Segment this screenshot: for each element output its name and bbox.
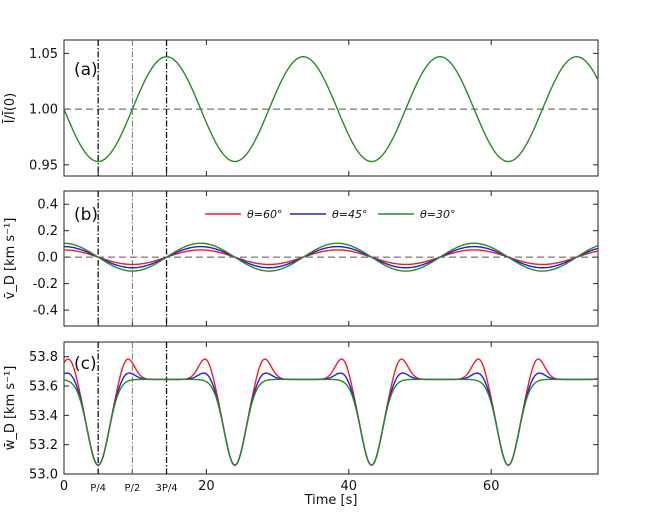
y-tick-label: -0.2 — [33, 277, 58, 292]
y-tick-label: 53.0 — [29, 468, 58, 483]
period-tick-label: P/2 — [124, 483, 140, 494]
x-tick-label: 60 — [483, 479, 500, 494]
y-tick-label: 0.0 — [37, 251, 58, 266]
panel-a: 0.95 1.00 1.05 (a) Ī/Ī(0) — [3, 39, 599, 177]
plot-frame — [63, 190, 599, 327]
series-line--30- — [63, 242, 599, 272]
y-tick-label: 53.4 — [29, 409, 58, 424]
plot-frame — [63, 341, 599, 475]
plot-frame — [63, 39, 599, 177]
legend-label: θ=60° — [247, 208, 282, 221]
panel-b: 0.40.20.0-0.2-0.4(b)v̄_D [km s⁻¹]θ=60° θ=… — [3, 190, 599, 327]
y-tick-label: 0.4 — [37, 198, 58, 213]
panel-letter: (b) — [74, 205, 98, 225]
period-tick-label: 3P/4 — [155, 483, 177, 494]
panel-letter: (a) — [74, 60, 98, 80]
series-line-all- — [63, 56, 599, 163]
legend-label: θ=30° — [420, 208, 455, 221]
panel-c: 53.8 53.6 53.4 53.2 53.0 (c) w̄_D [km s⁻¹] — [3, 341, 599, 483]
y-tick-label: 53.2 — [29, 438, 58, 453]
legend: θ=60° θ=45° θ=30° — [205, 208, 455, 221]
x-tick-label: 20 — [198, 479, 215, 494]
x-tick-label: 40 — [341, 479, 358, 494]
y-tick-label: 0.95 — [29, 158, 58, 173]
period-tick-label: P/4 — [90, 483, 106, 494]
y-tick-label: 0.2 — [37, 224, 58, 239]
series-line--30- — [63, 378, 598, 466]
x-axis-label: Time [s] — [304, 493, 358, 508]
series-line--45- — [63, 372, 599, 466]
y-axis-label: w̄_D [km s⁻¹] — [3, 366, 18, 451]
legend-label: θ=45° — [332, 208, 367, 221]
y-axis-label: Ī/Ī(0) — [3, 93, 18, 123]
x-tick-label: 0 — [60, 479, 68, 494]
y-tick-label: 1.05 — [29, 47, 58, 62]
x-axis: 0 20 40 60 P/4 P/2 3P/4 — [60, 479, 500, 494]
panel-letter: (c) — [74, 354, 97, 374]
y-axis-label: v̄_D [km s⁻¹] — [3, 218, 18, 300]
y-tick-label: 53.8 — [29, 350, 58, 365]
y-tick-label: 1.00 — [29, 103, 58, 118]
series-line--60- — [63, 358, 599, 466]
y-tick-label: 53.6 — [29, 380, 58, 395]
y-tick-label: -0.4 — [33, 304, 58, 319]
